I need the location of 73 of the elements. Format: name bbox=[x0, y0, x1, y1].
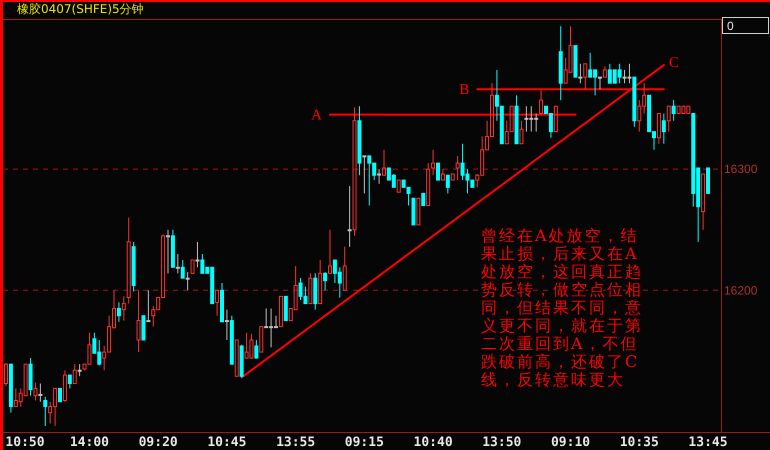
candlestick bbox=[28, 358, 33, 396]
candlestick bbox=[313, 272, 318, 310]
y-tick-label: 16300 bbox=[724, 162, 758, 176]
x-tick-label: 13:50 bbox=[482, 435, 522, 450]
candlestick bbox=[33, 382, 38, 402]
candlestick bbox=[38, 383, 42, 402]
x-tick-label: 10:40 bbox=[414, 435, 453, 450]
x-tick-label: 09:20 bbox=[138, 435, 178, 450]
candlestick bbox=[583, 63, 588, 90]
x-tick-label: 09:10 bbox=[550, 435, 590, 450]
candlestick bbox=[72, 364, 77, 384]
series-label: C bbox=[668, 55, 679, 72]
x-tick-label: 10:50 bbox=[5, 435, 45, 450]
candlestick bbox=[323, 272, 328, 291]
x-tick-label: 10:35 bbox=[620, 435, 659, 450]
candlestick bbox=[431, 149, 436, 176]
candlestick bbox=[456, 155, 460, 181]
candlestick bbox=[632, 76, 636, 128]
x-tick-label: 10:45 bbox=[207, 435, 246, 450]
candlestick bbox=[666, 106, 671, 132]
candlestick bbox=[352, 106, 357, 236]
series-label: B bbox=[459, 82, 470, 98]
candlestick bbox=[195, 241, 200, 268]
candlestick bbox=[180, 260, 185, 279]
candlestick bbox=[539, 90, 544, 114]
x-tick-label: 13:55 bbox=[276, 435, 316, 450]
candlestick bbox=[176, 253, 180, 274]
candlestick bbox=[116, 302, 121, 322]
x-tick-label: 13:45 bbox=[688, 435, 728, 450]
candlestick bbox=[220, 282, 224, 322]
candlestick bbox=[146, 290, 150, 322]
candlestick bbox=[43, 396, 48, 426]
candlestick bbox=[362, 155, 366, 194]
candlestick bbox=[132, 241, 136, 292]
candlestick bbox=[377, 168, 382, 184]
candlestick bbox=[8, 364, 13, 414]
candlestick bbox=[126, 217, 131, 304]
candlestick bbox=[318, 260, 322, 304]
candlestick bbox=[186, 272, 190, 291]
candlestick bbox=[230, 315, 234, 365]
candlestick bbox=[446, 174, 450, 194]
candlestick bbox=[215, 290, 220, 316]
candlestick bbox=[166, 229, 170, 274]
candlestick bbox=[701, 174, 706, 230]
y-tick-label: 16200 bbox=[724, 283, 758, 298]
candlestick bbox=[342, 246, 347, 291]
x-tick-label: 09:15 bbox=[344, 435, 384, 450]
candlestick bbox=[558, 26, 563, 101]
text: 0 bbox=[727, 19, 734, 33]
candlestick bbox=[426, 162, 430, 206]
candlestick bbox=[662, 112, 666, 144]
candlestick bbox=[170, 229, 175, 268]
candlestick bbox=[78, 364, 82, 377]
x-tick-label: 14:00 bbox=[70, 435, 110, 450]
candlestick bbox=[440, 168, 445, 181]
candlestick bbox=[514, 94, 519, 144]
candlestick bbox=[348, 186, 352, 248]
series-label: A bbox=[311, 108, 322, 124]
candlestick bbox=[224, 309, 229, 340]
candlestick bbox=[68, 374, 72, 389]
candlestick bbox=[328, 229, 332, 274]
candlestick bbox=[578, 63, 582, 84]
candlestick bbox=[656, 112, 661, 144]
candlestick bbox=[254, 339, 258, 359]
chart-title: 橡胶0407(SHFE)5分钟 bbox=[17, 2, 144, 16]
candlestick bbox=[122, 296, 126, 322]
candlestick bbox=[357, 106, 362, 176]
candlestick bbox=[136, 290, 141, 353]
candlestick bbox=[382, 149, 386, 176]
candlestick bbox=[598, 76, 602, 90]
candlestick bbox=[519, 120, 524, 144]
candlestick bbox=[602, 66, 607, 78]
candlestick bbox=[672, 100, 676, 122]
